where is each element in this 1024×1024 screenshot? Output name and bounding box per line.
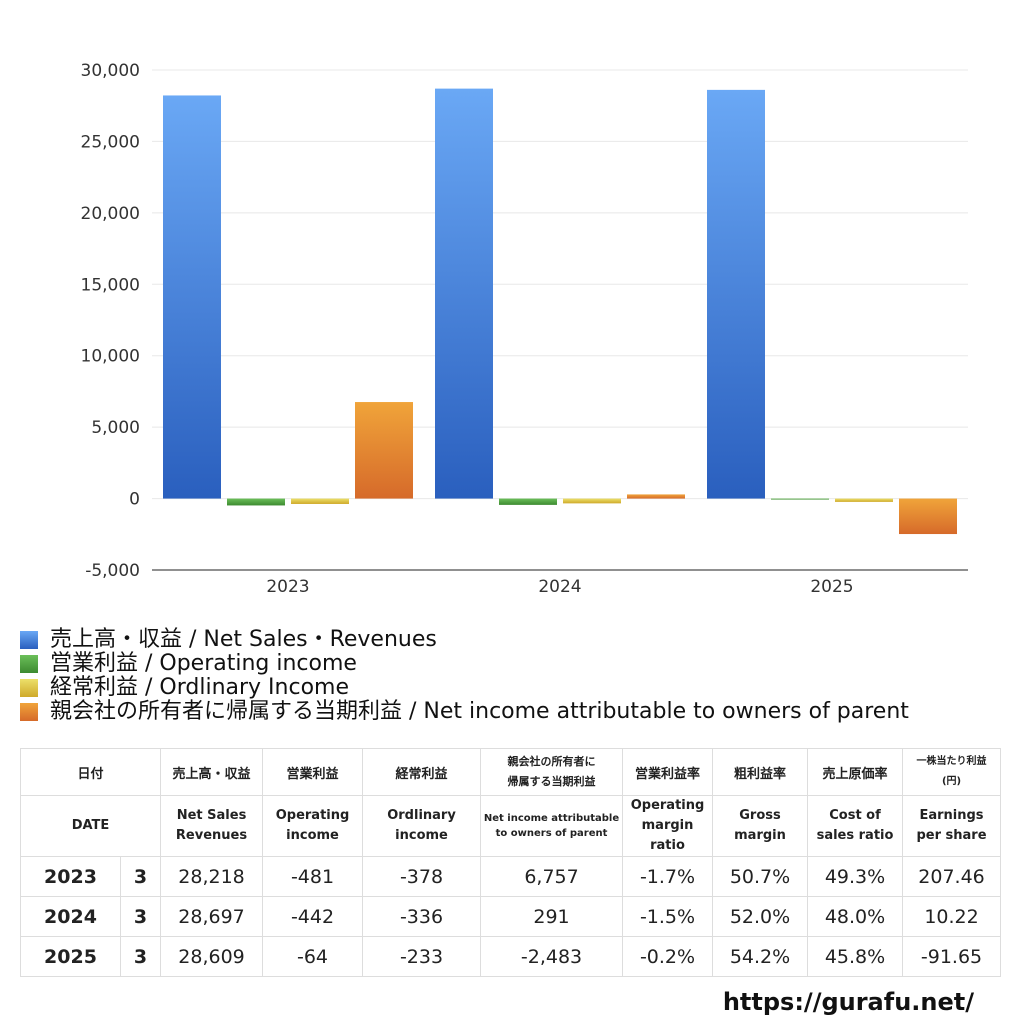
chart-bars <box>163 88 957 535</box>
cell-cost-ratio: 48.0% <box>807 896 904 937</box>
header-net-income-jp: 親会社の所有者に 帰属する当期利益 <box>480 748 624 796</box>
bar-net-income <box>355 402 413 499</box>
header-operating-jp: 営業利益 <box>262 748 364 796</box>
header-cost-ratio-en: Cost of sales ratio <box>807 795 904 857</box>
header-op-margin-jp: 営業利益率 <box>622 748 714 796</box>
legend-item-ordinary-income: 経常利益 / Ordlinary Income <box>18 676 909 700</box>
cell-net-sales: 28,609 <box>160 936 264 977</box>
header-eps-en: Earnings per share <box>902 795 1002 857</box>
y-tick-label: 10,000 <box>81 347 140 367</box>
y-tick-label: 5,000 <box>91 418 140 438</box>
cell-month: 3 <box>119 936 162 977</box>
table-row: 2024 3 28,697 -442 -336 291 -1.5% 52.0% … <box>20 896 1002 937</box>
header-ordinary-jp: 経常利益 <box>362 748 482 796</box>
legend-item-operating-income: 営業利益 / Operating income <box>18 652 909 676</box>
bar-operating-income <box>227 498 285 506</box>
cell-ordinary: -378 <box>362 856 482 897</box>
legend-label-net-income: 親会社の所有者に帰属する当期利益 / Net income attributab… <box>50 699 909 724</box>
y-tick-label: 25,000 <box>81 132 140 152</box>
cell-cost-ratio: 45.8% <box>807 936 904 977</box>
legend-label-net-sales: 売上高・収益 / Net Sales・Revenues <box>50 627 437 652</box>
table-header-en: DATE Net Sales Revenues Operating income… <box>19 795 1002 857</box>
cell-operating: -64 <box>262 936 364 977</box>
cell-year: 2024 <box>20 896 121 937</box>
cell-op-margin: -0.2% <box>622 936 714 977</box>
cell-eps: 10.22 <box>902 896 1002 937</box>
y-axis: 30,000 25,000 20,000 15,000 10,000 5,000 0 -5,0… <box>81 61 140 581</box>
cell-month: 3 <box>119 856 162 897</box>
bar-chart: 30,000 25,000 20,000 15,000 10,000 5,000 0 -5,0… <box>81 61 968 597</box>
table-header-jp: 日付 売上高・収益 営業利益 経常利益 親会社の所有者に 帰属する当期利益 営業… <box>19 748 1002 796</box>
bar-ordinary-income <box>563 498 621 504</box>
header-date-en: DATE <box>19 795 162 857</box>
legend-item-net-sales: 売上高・収益 / Net Sales・Revenues <box>18 628 909 652</box>
y-tick-label: 20,000 <box>81 204 140 224</box>
cell-net-income: 291 <box>480 896 624 937</box>
legend-item-net-income: 親会社の所有者に帰属する当期利益 / Net income attributab… <box>18 700 909 724</box>
bar-ordinary-income <box>291 498 349 504</box>
header-net-sales-jp: 売上高・収益 <box>160 748 264 796</box>
legend-swatch-net-income <box>20 703 38 721</box>
header-eps-jp: 一株当たり利益 (円) <box>902 748 1002 796</box>
legend-swatch-net-sales <box>20 631 38 649</box>
table-row: 2025 3 28,609 -64 -233 -2,483 -0.2% 54.2… <box>20 936 1002 977</box>
cell-net-sales: 28,697 <box>160 896 264 937</box>
bar-net-sales <box>435 88 493 499</box>
cell-op-margin: -1.7% <box>622 856 714 897</box>
header-operating-en: Operating income <box>262 795 364 857</box>
cell-eps: 207.46 <box>902 856 1002 897</box>
legend-swatch-ordinary-income <box>20 679 38 697</box>
bar-net-income <box>627 494 685 499</box>
chart-grid <box>152 69 968 571</box>
bar-operating-income <box>771 498 829 500</box>
y-tick-label: -5,000 <box>85 561 140 581</box>
cell-eps: -91.65 <box>902 936 1002 977</box>
bar-ordinary-income <box>835 498 893 502</box>
cell-year: 2025 <box>20 936 121 977</box>
cell-ordinary: -233 <box>362 936 482 977</box>
x-tick-label: 2023 <box>266 577 309 597</box>
chart-legend: 売上高・収益 / Net Sales・Revenues 営業利益 / Opera… <box>18 628 909 724</box>
cell-operating: -481 <box>262 856 364 897</box>
cell-net-sales: 28,218 <box>160 856 264 897</box>
header-cost-ratio-jp: 売上原価率 <box>807 748 904 796</box>
cell-net-income: -2,483 <box>480 936 624 977</box>
cell-gross-margin: 50.7% <box>712 856 809 897</box>
x-tick-label: 2025 <box>810 577 853 597</box>
header-op-margin-en: Operating margin ratio <box>622 795 714 857</box>
bar-net-sales <box>707 89 765 499</box>
cell-gross-margin: 52.0% <box>712 896 809 937</box>
cell-ordinary: -336 <box>362 896 482 937</box>
cell-cost-ratio: 49.3% <box>807 856 904 897</box>
y-tick-label: 15,000 <box>81 275 140 295</box>
financial-table: 日付 売上高・収益 営業利益 経常利益 親会社の所有者に 帰属する当期利益 営業… <box>19 748 1002 977</box>
header-net-income-en: Net income attributable to owners of par… <box>480 795 624 857</box>
y-tick-label: 30,000 <box>81 61 140 81</box>
cell-op-margin: -1.5% <box>622 896 714 937</box>
legend-label-operating-income: 営業利益 / Operating income <box>50 651 357 676</box>
site-url[interactable]: https://gurafu.net/ <box>722 988 974 1016</box>
header-net-sales-en: Net Sales Revenues <box>160 795 264 857</box>
cell-operating: -442 <box>262 896 364 937</box>
table-row: 2023 3 28,218 -481 -378 6,757 -1.7% 50.7… <box>20 856 1002 897</box>
bar-net-sales <box>163 95 221 499</box>
header-date-jp: 日付 <box>19 748 162 796</box>
header-ordinary-en: Ordlinary income <box>362 795 482 857</box>
legend-swatch-operating-income <box>20 655 38 673</box>
header-gross-margin-jp: 粗利益率 <box>712 748 809 796</box>
bar-operating-income <box>499 498 557 505</box>
y-tick-label: 0 <box>129 490 140 510</box>
x-tick-label: 2024 <box>538 577 581 597</box>
header-gross-margin-en: Gross margin <box>712 795 809 857</box>
legend-label-ordinary-income: 経常利益 / Ordlinary Income <box>50 675 349 700</box>
cell-year: 2023 <box>20 856 121 897</box>
cell-gross-margin: 54.2% <box>712 936 809 977</box>
bar-net-income <box>899 498 957 535</box>
x-axis: 2023 2024 2025 <box>266 577 853 597</box>
cell-month: 3 <box>119 896 162 937</box>
cell-net-income: 6,757 <box>480 856 624 897</box>
